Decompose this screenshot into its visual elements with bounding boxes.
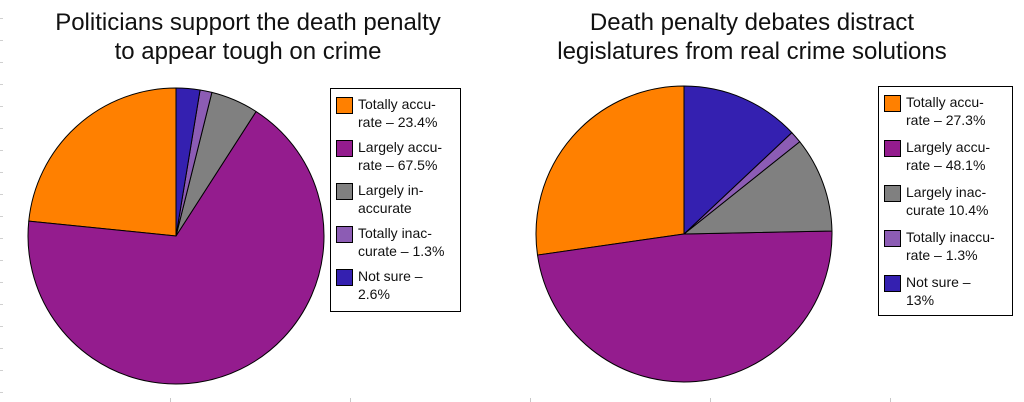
pie-slice — [27, 111, 325, 385]
ruler-tick — [0, 18, 3, 19]
pie-slice — [28, 87, 177, 237]
ruler-tick — [0, 62, 3, 63]
ruler-tick — [0, 194, 3, 195]
ruler-tick — [0, 238, 3, 239]
pie-plot — [27, 87, 325, 385]
ruler-tick — [0, 150, 3, 151]
legend-swatch — [336, 226, 353, 243]
pie-slice — [535, 85, 685, 256]
pie-chart-debates-distract-legislatures: Death penalty debates distract legislatu… — [512, 0, 1024, 402]
legend-swatch — [336, 140, 353, 157]
ruler-tick — [0, 106, 3, 107]
legend-label: Totally accu- rate – 23.4% — [358, 96, 438, 130]
pie-slice — [537, 230, 833, 383]
pie-slice — [175, 87, 201, 237]
legend-label: Largely inac- curate 10.4% — [906, 184, 989, 218]
ruler-tick — [0, 392, 3, 393]
legend-label: Totally accu- rate – 27.3% — [906, 94, 986, 128]
tick-mark — [170, 398, 171, 402]
legend-label: Largely in- accurate — [358, 182, 424, 216]
ruler-tick — [0, 260, 3, 261]
chart-legend: Totally accu- rate – 27.3% Largely accu- … — [878, 86, 1013, 316]
legend-label: Largely accu- rate – 67.5% — [358, 139, 443, 173]
tick-mark — [530, 398, 531, 402]
ruler-tick — [0, 40, 3, 41]
legend-swatch — [336, 269, 353, 286]
pie-chart-politicians-tough-on-crime: Politicians support the death penalty to… — [27, 9, 461, 385]
ruler-tick — [0, 128, 3, 129]
ruler-tick — [0, 282, 3, 283]
ruler-tick — [0, 172, 3, 173]
legend-swatch — [336, 97, 353, 114]
legend-label: Totally inaccu- rate – 1.3% — [906, 229, 995, 263]
tick-mark — [710, 398, 711, 402]
ruler-tick — [0, 326, 3, 327]
legend-label: Not sure – 2.6% — [358, 268, 423, 302]
legend-label: Not sure – 13% — [906, 274, 971, 308]
legend-swatch — [884, 275, 901, 292]
legend-swatch — [884, 95, 901, 112]
ruler-tick — [0, 370, 3, 371]
tick-mark — [350, 398, 351, 402]
ruler-tick — [0, 84, 3, 85]
chart-title: Death penalty debates distract legislatu… — [557, 9, 947, 65]
legend-swatch — [336, 183, 353, 200]
legend-label: Totally inac- curate – 1.3% — [358, 225, 445, 259]
tick-mark — [890, 398, 891, 402]
chart-legend: Totally accu- rate – 23.4% Largely accu- … — [330, 88, 461, 312]
legend-swatch — [884, 140, 901, 157]
pie-slice — [683, 141, 833, 235]
legend-swatch — [884, 230, 901, 247]
chart-title: Politicians support the death penalty to… — [55, 9, 441, 65]
pie-plot — [535, 85, 833, 383]
legend-label: Largely accu- rate – 48.1% — [906, 139, 991, 173]
ruler-tick — [0, 348, 3, 349]
legend-swatch — [884, 185, 901, 202]
pie-slice — [683, 85, 793, 235]
ruler-tick — [0, 304, 3, 305]
ruler-tick — [0, 216, 3, 217]
